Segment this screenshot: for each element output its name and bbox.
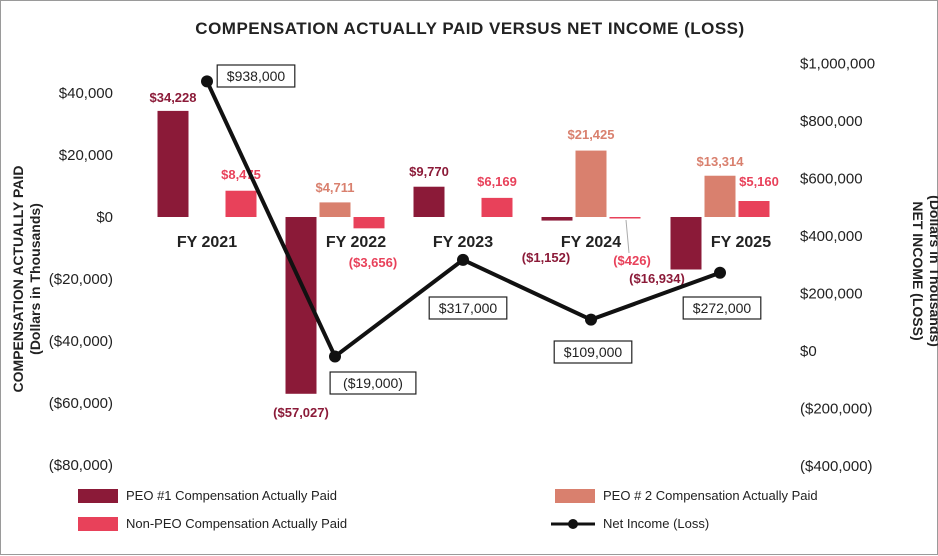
right-tick-labels: $1,000,000 $800,000 $600,000 $400,000 $200,0… xyxy=(800,56,875,476)
net-income-line-group xyxy=(201,75,726,363)
category-label: FY 2023 xyxy=(433,234,493,251)
bar-data-label: $4,711 xyxy=(315,180,354,195)
right-tick-label: $600,000 xyxy=(800,171,863,188)
bar xyxy=(704,175,736,217)
category-labels: FY 2021 FY 2022 FY 2023 FY 2024 FY 2025 xyxy=(177,234,771,251)
category-label: FY 2022 xyxy=(326,234,386,251)
bar xyxy=(738,201,770,217)
legend-label: PEO #1 Compensation Actually Paid xyxy=(126,488,337,503)
left-axis-title-line1: COMPENSATION ACTUALLY PAID xyxy=(10,166,26,393)
left-tick-label: ($80,000) xyxy=(49,457,113,474)
bar xyxy=(353,217,385,229)
net-income-label: $317,000 xyxy=(439,300,498,316)
net-income-label-box xyxy=(216,64,296,88)
net-income-label: $272,000 xyxy=(693,300,752,316)
net-income-label: ($19,000) xyxy=(343,375,403,391)
right-axis-title-line1: NET INCOME (LOSS) xyxy=(910,201,926,340)
right-tick-label: ($400,000) xyxy=(800,458,873,475)
bar-data-label: $34,228 xyxy=(150,90,197,105)
bar-data-label: ($1,152) xyxy=(522,250,570,265)
bar-data-label: ($57,027) xyxy=(273,405,329,420)
left-axis-title: COMPENSATION ACTUALLY PAID (Dollars in T… xyxy=(10,166,43,393)
bar-data-label: $5,160 xyxy=(739,174,779,189)
left-tick-labels: $40,000 $20,000 $0 ($20,000) ($40,000) ($60,0… xyxy=(49,85,113,474)
bar xyxy=(157,110,189,217)
net-income-label-box xyxy=(428,296,508,320)
bar xyxy=(670,217,702,270)
legend-swatch-marker xyxy=(568,519,578,529)
legend-swatch xyxy=(555,489,595,503)
net-income-point xyxy=(329,350,341,363)
bar-data-label: $9,770 xyxy=(409,164,449,179)
bar xyxy=(413,186,445,217)
left-tick-label: $0 xyxy=(96,209,113,226)
legend-swatch xyxy=(78,489,118,503)
net-income-point xyxy=(457,253,469,266)
right-tick-label: $800,000 xyxy=(800,113,863,130)
category-label: FY 2021 xyxy=(177,234,237,251)
net-income-point xyxy=(714,266,726,279)
left-tick-label: ($20,000) xyxy=(49,271,113,288)
net-income-label-box xyxy=(329,371,417,395)
right-tick-label: $400,000 xyxy=(800,228,863,245)
bar xyxy=(225,190,257,217)
net-income-labels: $938,000 ($19,000) $317,000 $109,000 $272,00… xyxy=(216,64,762,395)
category-label: FY 2025 xyxy=(711,234,771,251)
bar xyxy=(575,150,607,217)
bar-data-label: $13,314 xyxy=(697,154,745,169)
left-tick-label: ($40,000) xyxy=(49,333,113,350)
net-income-point xyxy=(585,313,597,326)
legend-label: Net Income (Loss) xyxy=(603,516,709,531)
leader-line xyxy=(625,219,630,254)
left-tick-label: ($60,000) xyxy=(49,395,113,412)
right-axis-title: NET INCOME (LOSS) (Dollars in Thousands) xyxy=(910,195,938,347)
bar-data-label: ($16,934) xyxy=(629,271,685,286)
legend: PEO #1 Compensation Actually Paid PEO # 2… xyxy=(78,488,818,531)
right-tick-label: $200,000 xyxy=(800,286,863,303)
bar xyxy=(609,217,641,219)
bar-data-label: $6,169 xyxy=(477,174,517,189)
bar-data-label: ($426) xyxy=(613,253,651,268)
bar xyxy=(481,197,513,217)
net-income-label: $109,000 xyxy=(564,344,623,360)
net-income-label-box xyxy=(553,340,633,364)
left-axis-title-line2: (Dollars in Thousands) xyxy=(27,203,43,355)
chart-title: COMPENSATION ACTUALLY PAID VERSUS NET IN… xyxy=(195,19,744,38)
left-tick-label: $20,000 xyxy=(59,147,113,164)
right-tick-label: $0 xyxy=(800,343,817,360)
right-axis-title-line2: (Dollars in Thousands) xyxy=(927,195,938,347)
bar-data-label: ($3,656) xyxy=(349,255,397,270)
legend-label: PEO # 2 Compensation Actually Paid xyxy=(603,488,818,503)
right-tick-label: ($200,000) xyxy=(800,401,873,418)
net-income-point xyxy=(201,75,213,88)
bar xyxy=(541,217,573,221)
category-label: FY 2024 xyxy=(561,234,621,251)
left-tick-label: $40,000 xyxy=(59,85,113,102)
legend-label: Non-PEO Compensation Actually Paid xyxy=(126,516,347,531)
net-income-label-box xyxy=(682,296,762,320)
right-tick-label: $1,000,000 xyxy=(800,56,875,73)
legend-swatch xyxy=(78,517,118,531)
bar xyxy=(319,202,351,217)
bar-data-label: $21,425 xyxy=(568,127,615,142)
bars xyxy=(157,110,770,394)
net-income-label: $938,000 xyxy=(227,68,286,84)
bar-data-labels: $34,228 ($57,027) $9,770 ($1,152) ($16,934) $… xyxy=(150,90,779,420)
